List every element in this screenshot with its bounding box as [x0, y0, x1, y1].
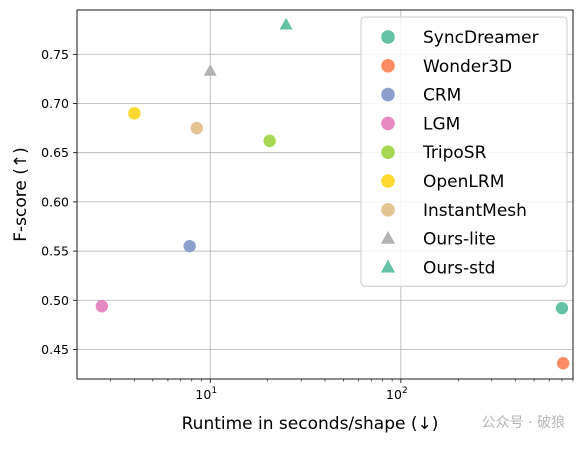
legend-label-openlrm: OpenLRM — [423, 172, 504, 192]
legend-marker-openlrm — [381, 174, 395, 188]
y-tick-label: 0.45 — [41, 342, 69, 357]
x-tick-label: 102 — [386, 386, 408, 402]
legend-label-crm: CRM — [423, 86, 461, 106]
legend-marker-lgm — [381, 116, 395, 131]
legend-label-lgm: LGM — [423, 114, 460, 134]
y-tick-label: 0.65 — [41, 145, 69, 160]
data-point-ours-lite — [203, 64, 217, 76]
x-tick-label: 101 — [195, 386, 217, 402]
data-point-syncdreamer — [555, 301, 569, 315]
plot-frame — [76, 9, 574, 380]
data-point-wonder3d — [556, 357, 570, 370]
legend-marker-instantmesh — [381, 203, 395, 217]
legend-label-ours-std: Ours-std — [423, 258, 495, 278]
legend-label-syncdreamer: SyncDreamer — [423, 28, 539, 48]
data-point-lgm — [95, 299, 109, 313]
x-axis-label: Runtime in seconds/shape (↓) — [182, 414, 439, 434]
legend-label-wonder3d: Wonder3D — [423, 57, 512, 77]
legend-marker-wonder3d — [381, 59, 395, 73]
legend-marker-triposr — [381, 145, 395, 159]
legend-marker-ours-std — [380, 259, 396, 273]
data-point-ours-std — [279, 17, 293, 30]
legend-marker-ours-lite — [380, 231, 396, 244]
legend-label-triposr: TripoSR — [422, 143, 487, 163]
data-point-crm — [183, 239, 196, 253]
legend-marker-syncdreamer — [381, 30, 395, 44]
legend-marker-crm — [381, 87, 395, 102]
data-point-instantmesh — [190, 121, 203, 135]
legend-box — [360, 16, 568, 287]
watermark-text: 公众号 · 破狼 — [481, 415, 565, 431]
legend-label-instantmesh: InstantMesh — [423, 201, 527, 221]
y-tick-label: 0.60 — [41, 194, 69, 209]
data-point-triposr — [263, 134, 276, 148]
y-tick-label: 0.55 — [41, 244, 69, 259]
y-axis-label: F-score (↑) — [11, 147, 31, 242]
legend-label-ours-lite: Ours-lite — [423, 230, 496, 250]
y-tick-label: 0.75 — [41, 47, 69, 62]
y-tick-label: 0.50 — [41, 293, 69, 308]
data-point-openlrm — [128, 107, 141, 120]
y-tick-label: 0.70 — [41, 96, 69, 111]
